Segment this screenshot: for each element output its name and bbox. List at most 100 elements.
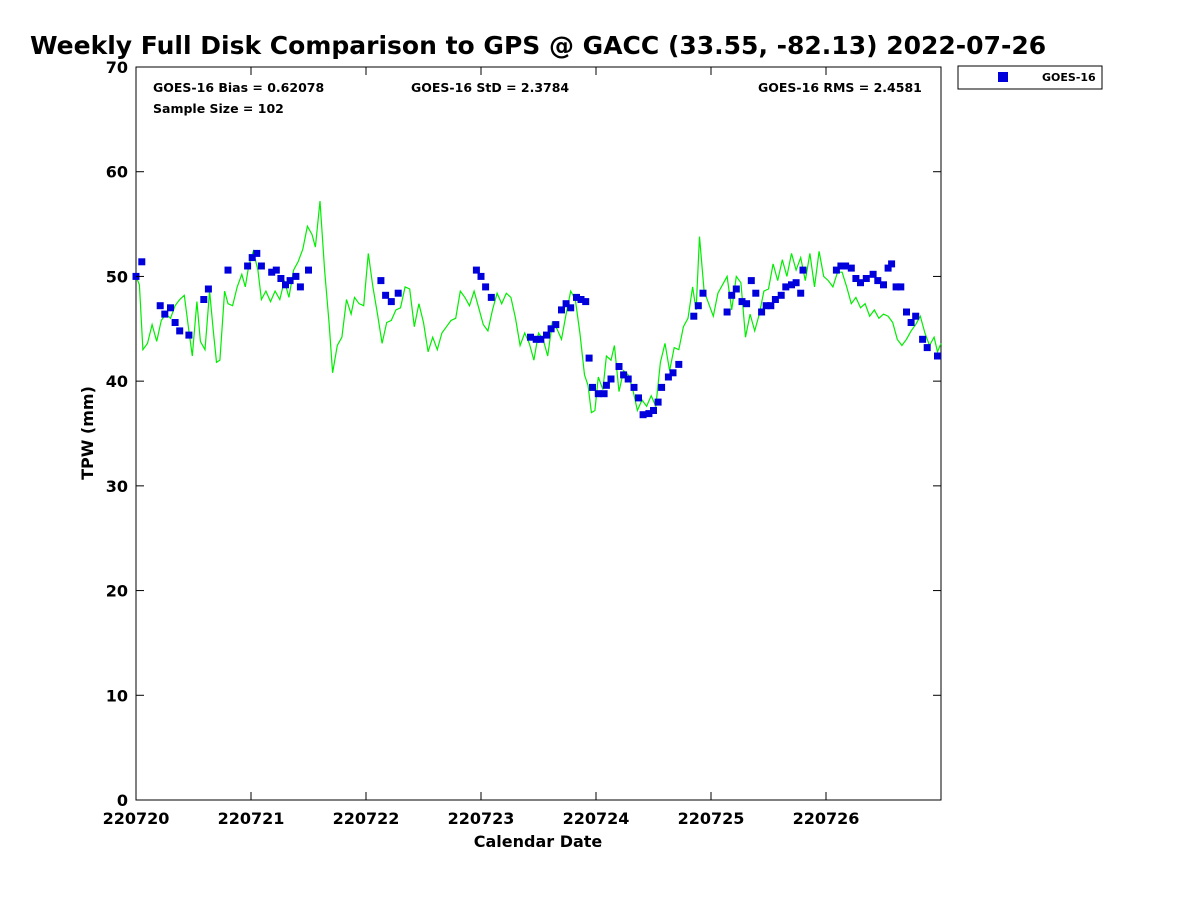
data-point-goes16	[934, 352, 941, 360]
data-point-goes16	[892, 283, 900, 291]
data-point-goes16	[292, 272, 300, 280]
data-point-goes16	[482, 283, 490, 291]
data-point-goes16	[919, 335, 927, 343]
data-point-goes16	[699, 289, 707, 297]
legend-marker	[998, 72, 1008, 82]
x-tick-label: 220723	[448, 809, 515, 828]
data-point-goes16	[248, 254, 256, 262]
data-point-goes16	[620, 371, 628, 379]
data-point-goes16	[743, 300, 751, 308]
data-point-goes16	[552, 321, 560, 329]
data-point-goes16	[788, 281, 795, 289]
plot-frame	[135, 66, 942, 801]
data-point-goes16	[573, 293, 580, 301]
data-point-goes16	[675, 360, 683, 368]
data-point-goes16	[204, 285, 212, 293]
data-point-goes16	[630, 383, 638, 391]
data-point-goes16	[200, 296, 208, 303]
y-axis-label: TPW (mm)	[78, 386, 97, 480]
data-point-goes16	[585, 354, 593, 362]
data-point-goes16	[547, 325, 555, 333]
data-point-goes16	[758, 308, 766, 316]
data-point-goes16	[888, 260, 896, 268]
data-point-goes16	[543, 331, 550, 339]
data-point-goes16	[382, 291, 390, 299]
data-point-goes16	[277, 275, 285, 282]
data-point-goes16	[272, 266, 280, 274]
data-point-goes16	[880, 281, 887, 289]
data-point-goes16	[669, 369, 677, 377]
data-point-goes16	[244, 262, 252, 270]
data-point-goes16	[286, 277, 294, 285]
x-tick-label: 220725	[678, 809, 745, 828]
y-tick-label: 30	[106, 477, 128, 496]
data-point-goes16	[847, 264, 855, 272]
data-point-goes16	[477, 272, 485, 280]
data-point-goes16	[635, 394, 642, 402]
y-tick-label: 40	[106, 372, 128, 391]
data-point-goes16	[537, 335, 545, 343]
data-point-goes16	[897, 283, 905, 291]
data-point-goes16	[532, 335, 540, 343]
data-point-goes16	[728, 291, 736, 299]
data-point-goes16	[562, 300, 570, 308]
data-point-goes16	[268, 268, 276, 276]
data-point-goes16	[782, 283, 790, 291]
marker-series-layer	[132, 249, 941, 419]
data-point-goes16	[607, 375, 615, 383]
data-point-goes16	[903, 308, 910, 316]
data-point-goes16	[224, 266, 232, 274]
y-axis-ticks: 0 10 20 30 40 50 60 70	[106, 58, 941, 810]
data-point-goes16	[156, 302, 164, 310]
x-tick-label: 220724	[563, 809, 630, 828]
data-point-goes16	[305, 266, 312, 274]
stat-bias: GOES-16 Bias = 0.62078	[153, 80, 324, 95]
data-point-goes16	[594, 390, 602, 398]
legend: GOES-16	[957, 65, 1103, 90]
y-tick-label: 0	[117, 791, 128, 810]
data-point-goes16	[394, 289, 402, 297]
x-axis-ticks: 220720 220721 220722 220723 220724 220725 2207…	[103, 67, 859, 828]
data-point-goes16	[176, 327, 184, 335]
y-tick-label: 50	[106, 267, 128, 286]
data-point-goes16	[577, 296, 585, 303]
data-point-goes16	[296, 283, 304, 291]
data-point-goes16	[600, 390, 608, 398]
chart-title: Weekly Full Disk Comparison to GPS @ GAC…	[30, 31, 1046, 60]
data-point-goes16	[602, 381, 610, 389]
data-point-goes16	[857, 279, 864, 287]
data-point-goes16	[923, 344, 931, 352]
data-point-goes16	[732, 285, 740, 293]
x-tick-label: 220720	[103, 809, 170, 828]
legend-label: GOES-16	[1042, 71, 1096, 84]
data-point-goes16	[161, 310, 169, 318]
series-line-gps	[135, 200, 942, 414]
data-point-goes16	[792, 279, 800, 287]
data-point-goes16	[589, 383, 596, 391]
data-point-goes16	[771, 296, 779, 303]
data-point-goes16	[171, 319, 179, 326]
data-point-goes16	[874, 277, 882, 285]
data-point-goes16	[558, 306, 565, 314]
data-point-goes16	[650, 407, 657, 414]
data-point-goes16	[615, 363, 623, 370]
data-point-goes16	[185, 331, 193, 339]
legend-box	[957, 65, 1103, 90]
data-point-goes16	[837, 262, 845, 270]
data-point-goes16	[624, 375, 632, 383]
data-point-goes16	[654, 398, 662, 406]
data-point-goes16	[884, 264, 892, 272]
y-tick-label: 20	[106, 582, 128, 601]
data-point-goes16	[487, 293, 495, 301]
data-point-goes16	[832, 266, 840, 274]
data-point-goes16	[738, 298, 746, 306]
data-point-goes16	[639, 411, 647, 419]
data-point-goes16	[762, 302, 770, 310]
data-point-goes16	[862, 275, 870, 282]
stat-std: GOES-16 StD = 2.3784	[411, 80, 569, 95]
x-tick-label: 220721	[218, 809, 285, 828]
data-point-goes16	[527, 333, 534, 341]
data-point-goes16	[282, 281, 289, 289]
data-point-goes16	[377, 277, 385, 285]
